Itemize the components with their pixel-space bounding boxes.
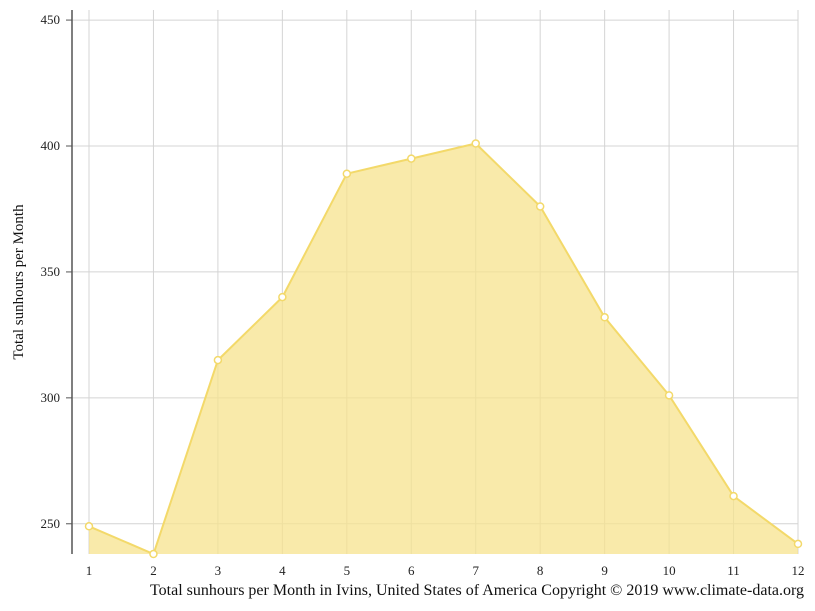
data-point-month-10	[664, 391, 674, 400]
x-axis-ticks: 1 2 3 4 5 6 7 8 9 10 11 12	[86, 563, 805, 578]
x-tick-label: 10	[663, 563, 676, 578]
x-tick-label: 3	[215, 563, 222, 578]
data-point-month-2	[149, 549, 158, 559]
data-point-month-7	[471, 139, 480, 148]
x-tick-label: 8	[537, 563, 544, 578]
x-tick-label: 4	[279, 563, 286, 578]
y-tick-label: 450	[41, 12, 61, 27]
data-point-month-9	[600, 313, 609, 322]
data-points	[84, 139, 803, 559]
x-tick-label: 9	[601, 563, 608, 578]
data-point-month-11	[729, 491, 738, 501]
data-point-month-6	[407, 154, 416, 163]
data-point-month-4	[278, 292, 287, 302]
y-axis-title: Total sunhours per Month	[11, 204, 27, 360]
y-tick-label: 350	[41, 264, 61, 279]
x-tick-label: 12	[792, 563, 805, 578]
x-tick-label: 7	[472, 563, 479, 578]
sunhours-line	[88, 142, 799, 556]
data-point-month-3	[213, 355, 223, 365]
sunhours-area	[89, 143, 798, 554]
data-point-month-5	[342, 169, 352, 178]
data-point-month-8	[535, 202, 545, 211]
chart-caption: Total sunhours per Month in Ivins, Unite…	[150, 582, 805, 599]
x-tick-label: 2	[150, 563, 157, 578]
data-point-month-12	[793, 539, 803, 549]
x-tick-label: 6	[408, 563, 415, 578]
x-tick-label: 1	[86, 563, 93, 578]
y-tick-label: 250	[41, 516, 61, 531]
y-axis-ticks: 250 300 350 400 450	[41, 12, 72, 531]
x-tick-label: 5	[344, 563, 351, 578]
data-point-month-1	[84, 522, 94, 531]
x-tick-label: 11	[727, 563, 740, 578]
y-tick-label: 300	[41, 390, 61, 405]
y-tick-label: 400	[41, 138, 61, 153]
